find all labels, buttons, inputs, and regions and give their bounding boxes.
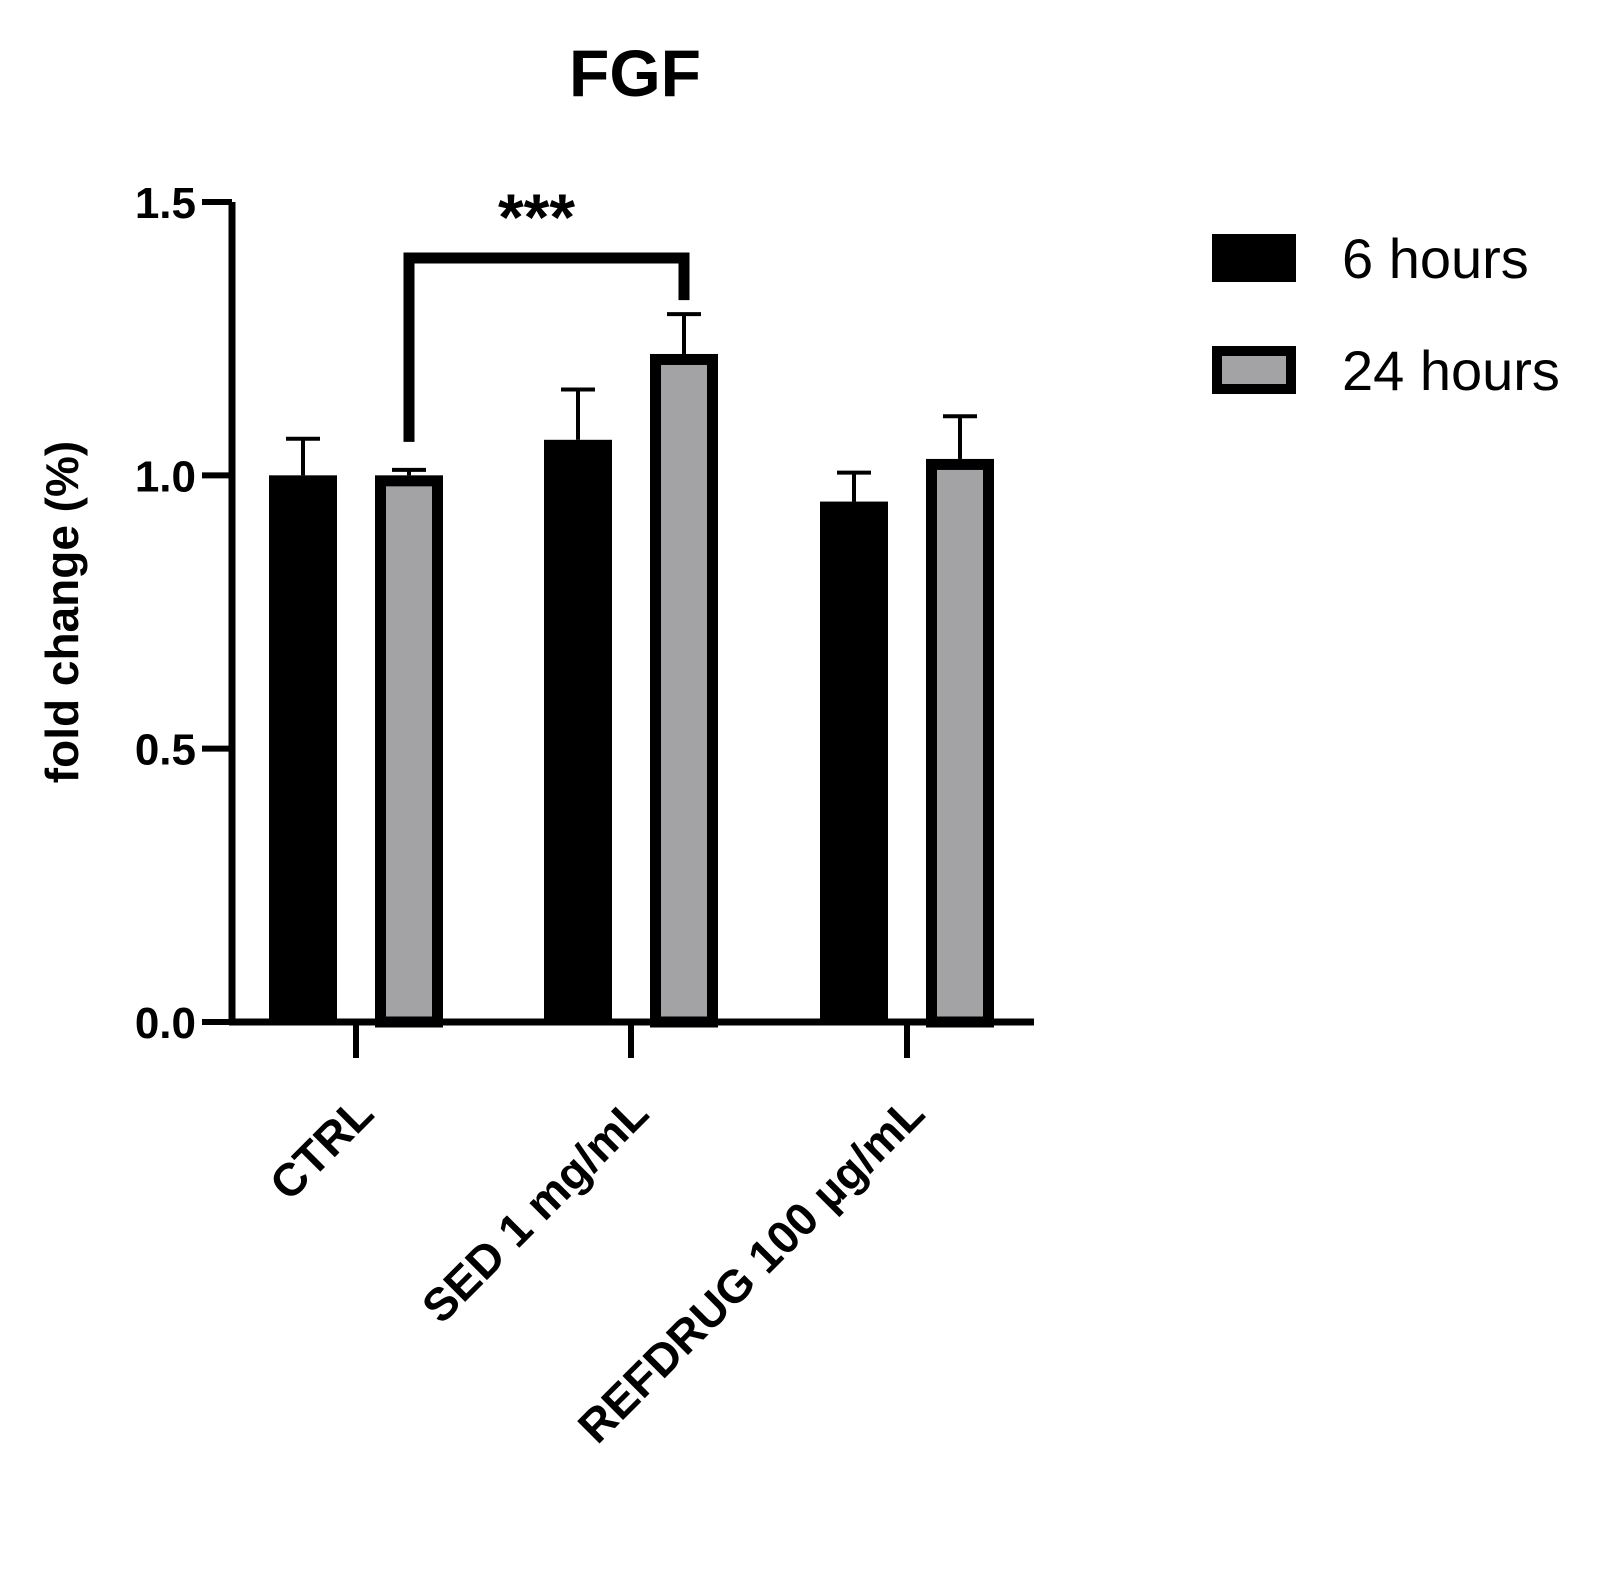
x-tick-label: CTRL xyxy=(260,1086,383,1209)
y-tick-label: 0.0 xyxy=(135,999,196,1048)
legend: 6 hours 24 hours xyxy=(1212,227,1560,402)
bar-6h-1 xyxy=(544,439,612,1022)
bar-24h-0 xyxy=(375,475,443,1028)
bar-24h-1 xyxy=(650,353,718,1028)
bar-6h-0 xyxy=(269,475,337,1022)
legend-swatch-24h xyxy=(1212,346,1296,394)
y-axis-title: fold change (%) xyxy=(36,441,88,783)
bar-6h-2 xyxy=(820,501,888,1022)
y-tick-label: 1.5 xyxy=(135,179,196,228)
y-tick-label: 0.5 xyxy=(135,726,196,775)
legend-swatch-6h xyxy=(1212,234,1296,282)
significance-label: *** xyxy=(498,180,575,254)
significance-bracket xyxy=(403,252,690,442)
chart-title: FGF xyxy=(569,36,701,110)
legend-label: 6 hours xyxy=(1342,227,1529,290)
bar-24h-2 xyxy=(926,458,994,1028)
y-tick-label: 1.0 xyxy=(135,452,196,501)
x-tick-label: SED 1 mg/mL xyxy=(412,1086,658,1332)
legend-label: 24 hours xyxy=(1342,339,1560,402)
